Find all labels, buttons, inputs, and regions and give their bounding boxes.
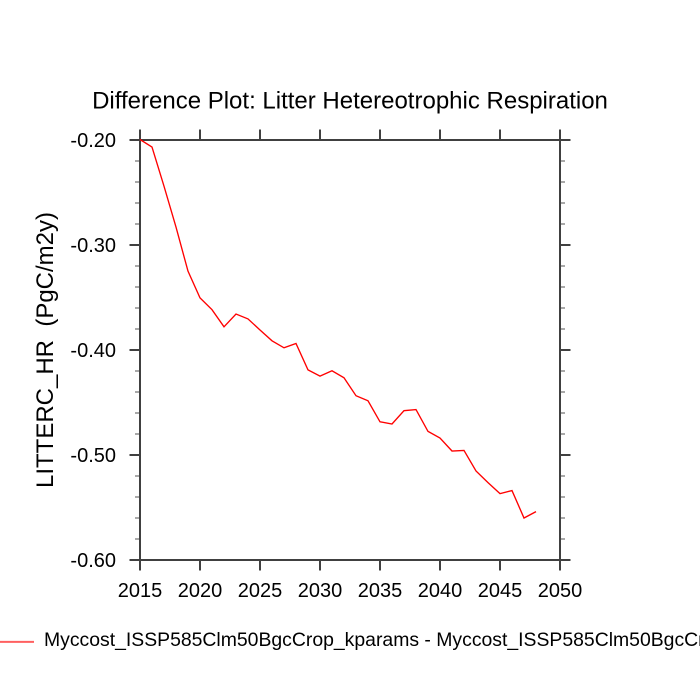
svg-text:-0.30: -0.30 [70, 235, 116, 257]
svg-text:2025: 2025 [238, 580, 283, 602]
svg-text:2040: 2040 [418, 580, 463, 602]
svg-text:2045: 2045 [478, 580, 523, 602]
svg-text:2030: 2030 [298, 580, 343, 602]
svg-text:-0.40: -0.40 [70, 340, 116, 362]
svg-text:-0.60: -0.60 [70, 550, 116, 572]
svg-text:2035: 2035 [358, 580, 403, 602]
svg-text:2015: 2015 [118, 580, 163, 602]
svg-text:2050: 2050 [538, 580, 583, 602]
svg-text:2020: 2020 [178, 580, 223, 602]
svg-text:-0.50: -0.50 [70, 445, 116, 467]
svg-text:-0.20: -0.20 [70, 130, 116, 152]
svg-text:Difference Plot: Litter Hetere: Difference Plot: Litter Hetereotrophic R… [92, 88, 608, 115]
svg-text:LITTERC_HR (PgC/m2y): LITTERC_HR (PgC/m2y) [32, 212, 59, 488]
svg-text:Myccost_ISSP585Clm50BgcCrop_kp: Myccost_ISSP585Clm50BgcCrop_kparams - My… [44, 629, 700, 651]
